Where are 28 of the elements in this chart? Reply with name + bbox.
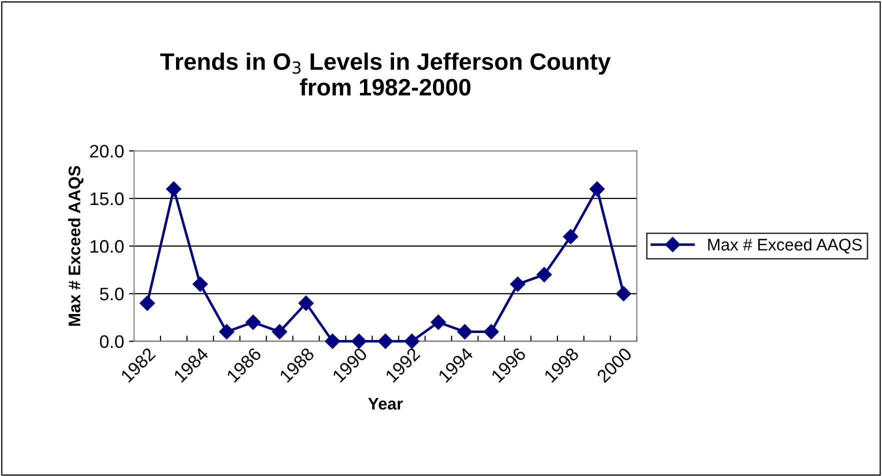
legend-label: Max # Exceed AAQS <box>708 238 862 254</box>
point <box>298 296 314 311</box>
y-tick-label: 15.0 <box>90 192 124 206</box>
point <box>351 334 367 349</box>
point <box>272 324 288 340</box>
y-axis-title: Max # Exceed AAQS <box>68 166 84 326</box>
y-tick-label: 5.0 <box>100 288 124 300</box>
point <box>324 334 340 349</box>
point <box>430 314 446 330</box>
x-axis-title: Year <box>368 398 403 410</box>
chart-title: Trends in O$_{3}$ Levels in Jefferson County from 1982-2000 <box>160 52 611 96</box>
y-tick-label: 0.0 <box>100 335 124 348</box>
point <box>457 324 472 340</box>
point <box>404 334 420 349</box>
point <box>590 181 605 197</box>
point <box>246 314 261 330</box>
point <box>563 229 578 244</box>
point <box>166 181 182 197</box>
point <box>536 267 552 282</box>
point <box>219 324 234 340</box>
point <box>378 334 394 349</box>
point <box>192 276 208 292</box>
point <box>510 276 526 292</box>
y-tick-label: 10.0 <box>90 240 124 253</box>
point <box>616 286 632 302</box>
point <box>484 324 499 340</box>
point <box>140 296 155 311</box>
y-tick-label: 20.0 <box>90 144 124 158</box>
